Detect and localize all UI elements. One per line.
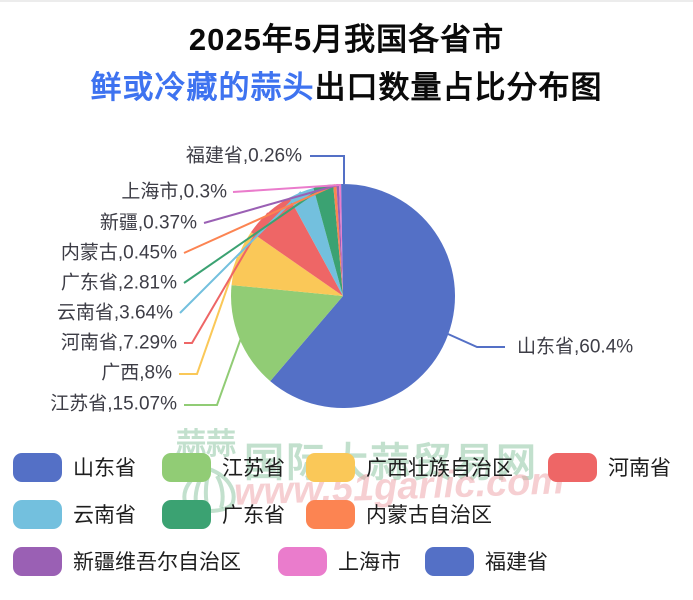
legend-label-8: 上海市: [338, 551, 401, 574]
legend-label-6: 内蒙古自治区: [366, 504, 492, 527]
legend-item-8[interactable]: 上海市: [278, 546, 401, 576]
pie-label-5: 广东省,2.81%: [61, 272, 177, 294]
pie-label-9: 福建省,0.26%: [186, 145, 302, 167]
legend-item-7[interactable]: 新疆维吾尔自治区: [13, 546, 241, 576]
pie-slice-1[interactable]: [230, 285, 343, 382]
pie-slice-6[interactable]: [333, 184, 343, 296]
legend-label-3: 河南省: [608, 457, 671, 480]
label-line-9: [310, 155, 345, 184]
pie-slice-3[interactable]: [251, 197, 343, 296]
legend-swatch-8: [278, 546, 327, 576]
legend-swatch-3: [548, 452, 597, 482]
legend-label-9: 福建省: [485, 551, 548, 574]
legend-label-0: 山东省: [73, 457, 136, 480]
pie-label-4: 云南省,3.64%: [57, 302, 173, 324]
legend-swatch-4: [13, 499, 62, 529]
legend-label-2: 广西壮族自治区: [366, 457, 513, 480]
label-line-0: [447, 333, 505, 348]
legend-label-7: 新疆维吾尔自治区: [73, 551, 241, 574]
label-line-2: [179, 256, 239, 375]
legend-swatch-9: [425, 546, 474, 576]
legend-swatch-5: [162, 499, 211, 529]
legend-label-1: 江苏省: [222, 457, 285, 480]
legend-item-9[interactable]: 福建省: [425, 546, 548, 576]
pie-slice-8[interactable]: [339, 184, 343, 296]
pie-label-2: 广西,8%: [101, 362, 172, 384]
pie-label-8: 上海市,0.3%: [121, 181, 227, 203]
chart-title: 2025年5月我国各省市 鲜或冷藏的蒜头出口数量占比分布图: [0, 16, 693, 112]
chart-title-rest: 出口数量占比分布图: [314, 70, 603, 105]
legend-item-3[interactable]: 河南省: [548, 452, 671, 482]
chart-title-line2: 鲜或冷藏的蒜头出口数量占比分布图: [0, 64, 693, 112]
pie-slice-7[interactable]: [336, 184, 343, 296]
legend-swatch-0: [13, 452, 62, 482]
label-line-7: [203, 184, 339, 224]
label-line-1: [184, 337, 242, 406]
legend-item-5[interactable]: 广东省: [162, 499, 285, 529]
legend-item-2[interactable]: 广西壮族自治区: [306, 452, 513, 482]
legend-swatch-1: [162, 452, 211, 482]
chart-title-line1: 2025年5月我国各省市: [188, 22, 505, 57]
label-line-3: [184, 212, 269, 344]
pie-label-3: 河南省,7.29%: [61, 332, 177, 354]
label-line-5: [183, 186, 324, 284]
legend-swatch-7: [13, 546, 62, 576]
legend-swatch-2: [306, 452, 355, 482]
label-line-4: [179, 191, 302, 314]
legend-label-4: 云南省: [73, 504, 136, 527]
label-line-6: [183, 184, 336, 254]
pie-slice-2[interactable]: [231, 232, 343, 296]
legend-item-1[interactable]: 江苏省: [162, 452, 285, 482]
legend-item-6[interactable]: 内蒙古自治区: [306, 499, 492, 529]
pie-slice-0[interactable]: [270, 184, 456, 409]
pie-label-6: 内蒙古,0.45%: [61, 242, 177, 264]
pie-slice-4[interactable]: [289, 187, 343, 296]
legend-label-5: 广东省: [222, 504, 285, 527]
pie-label-7: 新疆,0.37%: [100, 212, 197, 234]
legend-item-0[interactable]: 山东省: [13, 452, 136, 482]
pie-slice-5[interactable]: [313, 184, 343, 296]
legend-item-4[interactable]: 云南省: [13, 499, 136, 529]
chart-title-highlight: 鲜或冷藏的蒜头: [90, 70, 315, 105]
pie-label-0: 山东省,60.4%: [517, 336, 633, 358]
pie-label-1: 江苏省,15.07%: [50, 393, 177, 415]
pie-slice-9[interactable]: [341, 184, 343, 296]
label-line-8: [232, 184, 341, 193]
legend-swatch-6: [306, 499, 355, 529]
